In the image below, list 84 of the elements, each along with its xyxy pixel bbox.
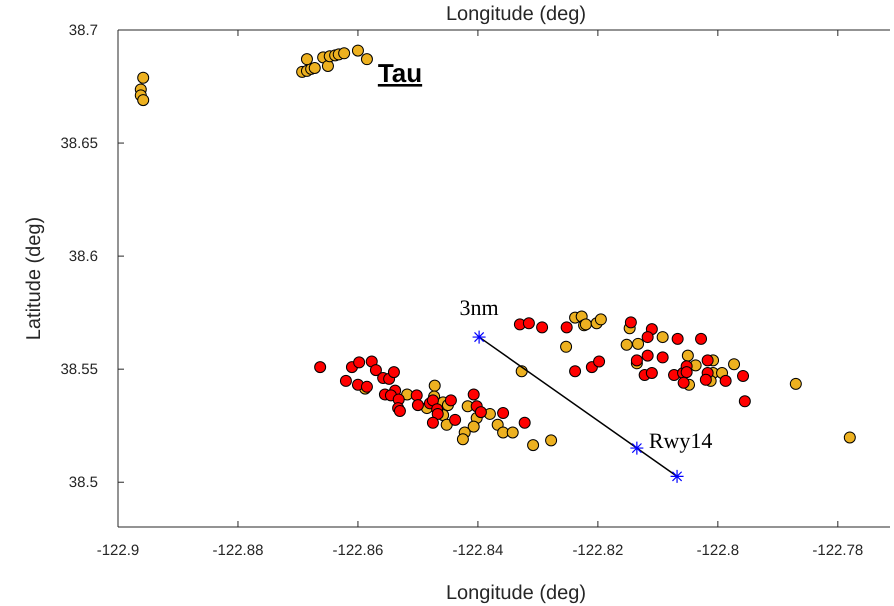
point: [620, 338, 633, 351]
text: Tau: [378, 58, 422, 88]
y-tick-label: 38.5: [68, 474, 98, 492]
point: [432, 408, 444, 420]
x-tick-label: -122.88: [212, 542, 264, 559]
point: [790, 378, 802, 390]
point: [468, 388, 480, 400]
point: [410, 389, 423, 402]
point: [506, 426, 519, 438]
point: [322, 60, 334, 72]
point: [560, 340, 572, 353]
point: [388, 366, 400, 378]
point: [340, 374, 352, 387]
point: [338, 47, 350, 60]
point: [527, 439, 540, 452]
point: [672, 332, 684, 345]
point: [646, 367, 658, 380]
point: [518, 416, 531, 429]
point: [630, 354, 643, 366]
point: [682, 350, 694, 362]
point: [426, 416, 439, 429]
point: [642, 350, 654, 362]
point: [426, 394, 439, 406]
x-axis-title: Longitude (deg): [446, 582, 586, 604]
point: [394, 405, 406, 418]
y-axis-title: Latitude (deg): [23, 216, 45, 340]
point: [497, 407, 510, 420]
point: [536, 321, 548, 334]
point: [300, 53, 313, 66]
point: [728, 358, 740, 370]
point: [656, 331, 669, 344]
point: [137, 72, 150, 84]
point: [314, 361, 326, 374]
point: [360, 53, 373, 66]
x-tick-label: -122.8: [696, 542, 740, 559]
point: [737, 370, 750, 382]
point: [678, 376, 690, 389]
x-tick-label: -122.9: [96, 542, 140, 559]
point: [370, 364, 382, 376]
point: [468, 420, 480, 433]
point: [695, 332, 708, 345]
point: [680, 366, 693, 378]
point: [702, 354, 714, 366]
point: [137, 94, 150, 106]
point: [656, 351, 669, 364]
point: [449, 414, 462, 426]
point: [353, 356, 366, 368]
x-tick-label: -122.82: [572, 542, 624, 559]
point: [670, 469, 684, 484]
point: [497, 426, 510, 438]
point: [444, 394, 457, 406]
point: [308, 62, 321, 74]
point: [366, 355, 378, 368]
x-tick-label: -122.84: [452, 542, 504, 559]
point: [593, 355, 606, 368]
point: [560, 321, 573, 334]
y-tick-label: 38.6: [68, 248, 98, 266]
y-tick-label: 38.55: [60, 361, 98, 378]
point: [474, 406, 487, 418]
y-tick-label: 38.65: [60, 135, 98, 152]
point: [522, 317, 535, 330]
point: [569, 365, 582, 378]
point: [472, 330, 486, 344]
point: [632, 338, 644, 350]
x2-axis-title: Longitude (deg): [446, 3, 586, 25]
point: [720, 374, 732, 387]
point: [440, 418, 453, 431]
point: [456, 433, 469, 446]
point: [844, 431, 856, 444]
x-tick-label: -122.86: [332, 542, 384, 559]
point: [630, 440, 644, 456]
point: [642, 331, 654, 344]
point: [412, 399, 424, 412]
point: [428, 380, 441, 392]
point: [738, 395, 751, 408]
y-tick-label: 38.7: [68, 22, 98, 39]
point: [352, 44, 364, 57]
point: [594, 313, 607, 326]
annotation: 3nm: [460, 295, 499, 320]
point: [545, 434, 558, 446]
point: [624, 316, 637, 328]
annotation: Rwy14: [648, 428, 712, 454]
point: [700, 374, 712, 386]
x-tick-label: -122.78: [812, 542, 864, 559]
